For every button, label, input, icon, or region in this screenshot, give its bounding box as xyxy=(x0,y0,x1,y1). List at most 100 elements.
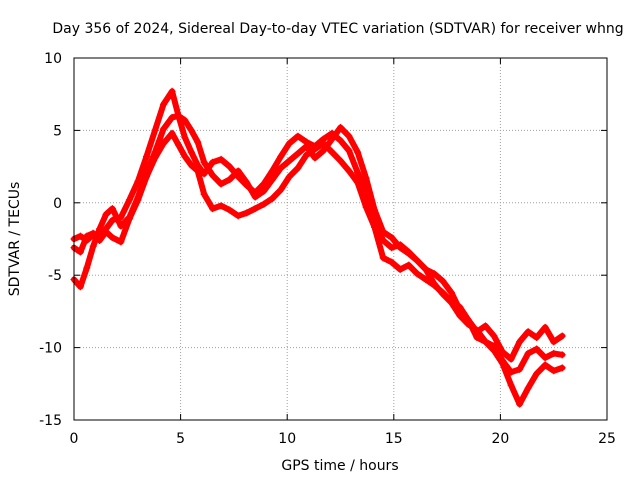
data-point xyxy=(200,158,208,166)
data-point xyxy=(302,151,310,159)
data-point xyxy=(83,264,91,272)
data-point xyxy=(187,148,195,156)
data-point xyxy=(362,203,370,211)
data-point xyxy=(76,283,84,291)
data-point xyxy=(456,303,464,311)
data-point xyxy=(354,148,362,156)
data-point xyxy=(181,116,189,124)
data-point xyxy=(371,206,379,214)
data-point xyxy=(490,332,498,340)
data-point xyxy=(388,234,396,242)
data-point xyxy=(481,322,489,330)
data-point xyxy=(142,152,150,160)
data-point xyxy=(285,173,293,181)
data-point xyxy=(396,265,404,273)
data-point xyxy=(464,316,472,324)
data-point xyxy=(379,254,387,262)
data-point xyxy=(311,145,319,153)
data-point xyxy=(168,87,176,95)
data-point xyxy=(558,364,566,372)
data-point xyxy=(447,289,455,297)
data-point xyxy=(413,257,421,265)
data-point xyxy=(234,212,242,220)
data-point xyxy=(481,338,489,346)
data-point xyxy=(268,167,276,175)
data-point xyxy=(117,222,125,230)
data-point xyxy=(83,232,91,240)
data-point xyxy=(260,187,268,195)
data-point xyxy=(260,200,268,208)
data-point xyxy=(194,138,202,146)
data-point xyxy=(234,167,242,175)
y-tick-label: -10 xyxy=(39,341,62,357)
data-point xyxy=(362,174,370,182)
y-tick-label: 0 xyxy=(53,196,62,212)
data-point xyxy=(108,205,116,213)
data-point xyxy=(76,232,84,240)
y-tick-label: 10 xyxy=(44,51,62,67)
data-point xyxy=(151,126,159,134)
data-point xyxy=(533,333,541,341)
data-point xyxy=(187,161,195,169)
chart-title: Day 356 of 2024, Sidereal Day-to-day VTE… xyxy=(52,21,623,37)
data-point xyxy=(209,205,217,213)
data-point xyxy=(319,139,327,147)
y-tick-label: -5 xyxy=(48,268,62,284)
data-point xyxy=(337,137,344,145)
data-point xyxy=(277,164,285,172)
data-point xyxy=(388,258,396,266)
data-point xyxy=(354,179,362,187)
data-point xyxy=(430,281,438,289)
data-point xyxy=(345,147,353,155)
data-point xyxy=(187,126,195,134)
data-point xyxy=(507,381,515,389)
data-point xyxy=(76,248,84,256)
data-point xyxy=(226,176,234,184)
x-tick-label: 20 xyxy=(491,431,509,447)
data-point xyxy=(354,168,362,176)
data-point xyxy=(174,112,182,120)
data-point xyxy=(490,342,498,350)
data-point xyxy=(405,261,413,269)
data-point xyxy=(550,349,558,357)
data-point xyxy=(550,338,558,346)
data-point xyxy=(516,338,524,346)
data-point xyxy=(337,157,344,165)
data-point xyxy=(328,148,336,156)
data-point xyxy=(96,225,104,233)
data-point xyxy=(328,135,336,143)
data-point xyxy=(217,202,225,210)
data-point xyxy=(125,196,133,204)
data-point xyxy=(151,154,159,162)
data-point xyxy=(226,206,234,214)
data-point xyxy=(473,333,481,341)
data-point xyxy=(181,152,189,160)
data-point xyxy=(439,289,447,297)
data-point xyxy=(533,370,541,378)
data-point xyxy=(243,179,251,187)
data-point xyxy=(142,173,150,181)
data-point xyxy=(200,190,208,198)
x-axis-label: GPS time / hours xyxy=(281,458,398,474)
y-tick-label: -15 xyxy=(39,413,62,429)
data-point xyxy=(168,129,176,137)
data-point xyxy=(379,228,387,236)
data-point xyxy=(168,113,176,121)
data-point xyxy=(533,345,541,353)
data-point xyxy=(117,238,125,246)
data-point xyxy=(285,157,293,165)
data-point xyxy=(209,158,217,166)
data-point xyxy=(294,132,302,140)
data-point xyxy=(430,270,438,278)
y-tick-label: 5 xyxy=(53,123,62,139)
series-track-c xyxy=(70,129,566,376)
x-tick-label: 10 xyxy=(278,431,296,447)
data-point xyxy=(396,244,404,252)
data-point xyxy=(251,193,259,201)
data-point xyxy=(89,229,97,237)
data-point xyxy=(125,215,133,223)
data-point xyxy=(226,163,234,171)
data-point xyxy=(134,177,142,185)
plot-area xyxy=(70,87,566,408)
